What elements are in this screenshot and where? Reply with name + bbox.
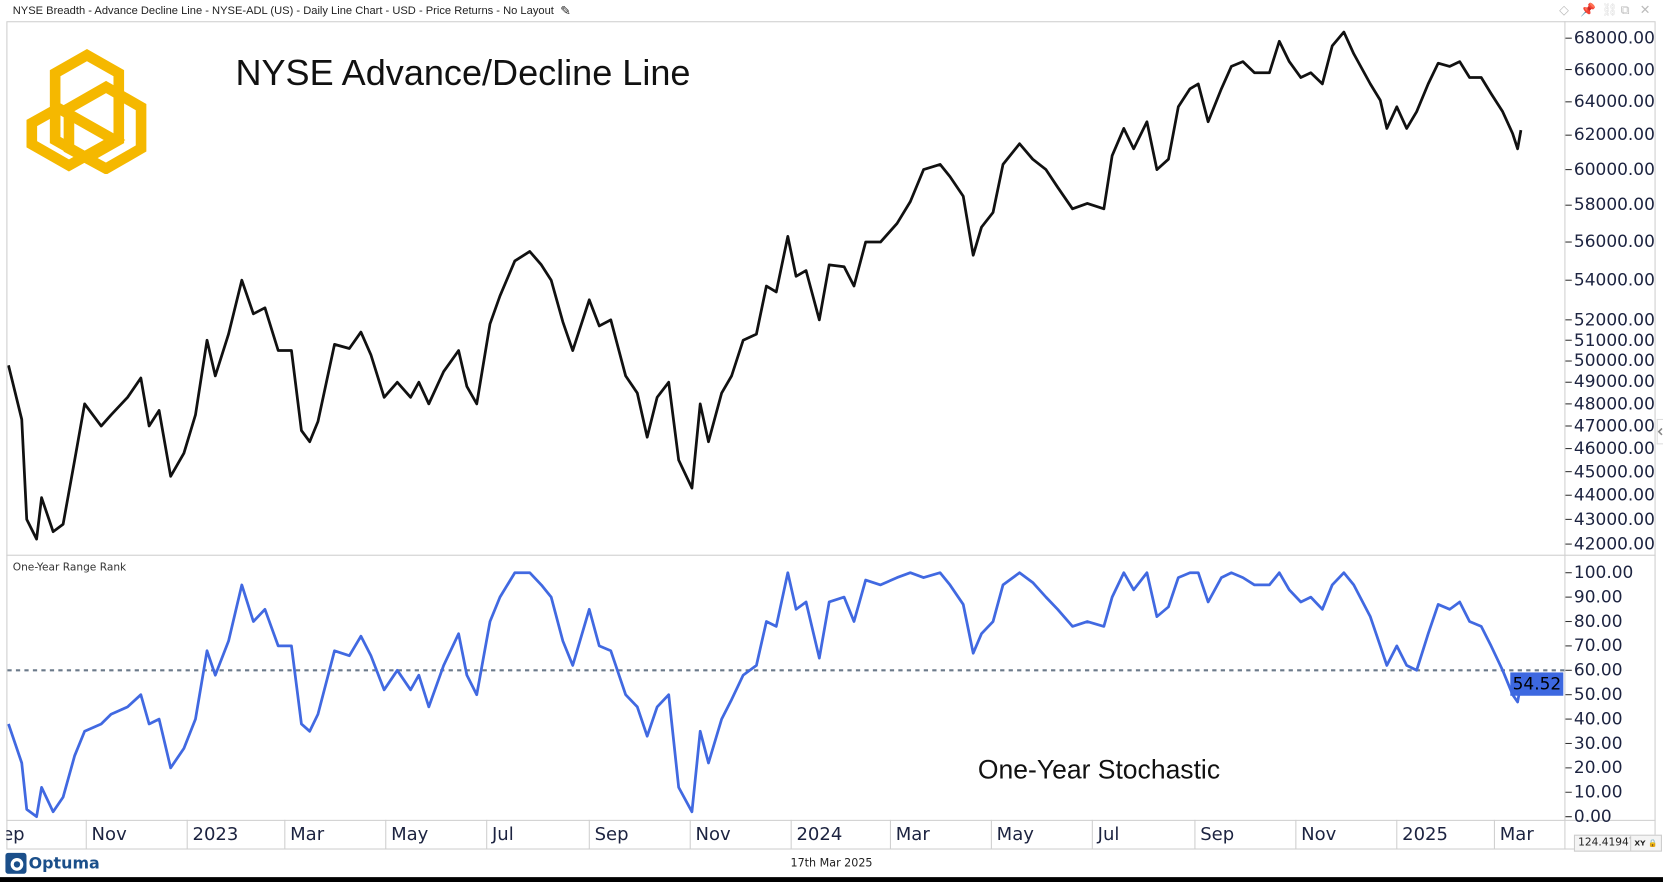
ad-y-tick-label: 49000.00 (1573, 371, 1655, 392)
title-bar: NYSE Breadth - Advance Decline Line - NY… (0, 0, 1663, 21)
chart-title: NYSE Advance/Decline Line (235, 53, 691, 94)
diamond-icon[interactable]: ◇ (1559, 2, 1569, 17)
x-tick-label: Jul (491, 824, 514, 846)
logo-hex-right (63, 80, 147, 174)
x-tick-label: Mar (1499, 824, 1534, 846)
x-tick-label: May (996, 824, 1034, 846)
stochastic-y-tick-label: 100.00 (1573, 562, 1634, 583)
x-tick-label: Jul (1097, 824, 1120, 846)
logo-hex-left (26, 102, 126, 172)
x-tick-label: Nov (1301, 824, 1337, 846)
stochastic-y-tick-label: 40.00 (1573, 708, 1623, 729)
ad-y-tick-label: 60000.00 (1573, 158, 1655, 180)
optuma-logo-icon (5, 852, 27, 874)
x-tick-label: Mar (895, 824, 930, 846)
ad-y-tick-label: 52000.00 (1573, 309, 1655, 330)
footer-date: 17th Mar 2025 (790, 856, 873, 870)
ad-y-tick-label: 66000.00 (1573, 58, 1655, 80)
x-tick-label: May (391, 824, 429, 846)
chart-frame (6, 21, 1656, 850)
restore-icon[interactable]: ⧉ (1620, 2, 1630, 17)
ad-y-tick-label: 62000.00 (1573, 124, 1655, 145)
stochastic-series[interactable] (7, 571, 1523, 819)
y-axis-ticks (1565, 37, 1572, 818)
collapse-panel-button[interactable] (1656, 418, 1663, 445)
stochastic-y-tick-label: 60.00 (1573, 659, 1623, 680)
stochastic-y-tick-label: 10.00 (1573, 781, 1623, 802)
cursor-value: 124.41947 (1575, 835, 1632, 851)
ad-y-tick-label: 54000.00 (1573, 269, 1655, 290)
title-row: NYSE Breadth - Advance Decline Line - NY… (13, 3, 571, 18)
company-logo (26, 49, 147, 174)
stochastic-y-tick-label: 90.00 (1573, 586, 1623, 607)
cursor-readout[interactable]: 124.41947 XY 🔒 (1573, 834, 1662, 852)
ad-y-tick-label: 45000.00 (1573, 461, 1655, 482)
ad-line-series[interactable] (7, 30, 1523, 541)
x-gridlines (85, 819, 1495, 850)
pin-icon[interactable]: 📌 (1580, 2, 1597, 17)
stochastic-y-tick-label: 0.00 (1573, 806, 1612, 827)
close-icon[interactable]: ✕ (1639, 2, 1651, 17)
ad-y-tick-label: 44000.00 (1573, 484, 1655, 505)
x-tick-label: Nov (695, 824, 731, 846)
x-axis[interactable]: Sep Nov 2023 Mar May Jul Sep Nov 2024 Mar May Jul Se… (6, 0, 1564, 882)
x-tick-label: Nov (91, 824, 127, 846)
x-tick-label: 2024 (796, 824, 843, 846)
stochastic-title: One-Year Stochastic (977, 755, 1221, 785)
x-tick-label: 2023 (192, 824, 239, 846)
ad-y-tick-label: 56000.00 (1573, 231, 1655, 252)
ad-y-tick-label: 46000.00 (1573, 437, 1655, 459)
xy-lock-icon[interactable]: XY 🔒 (1634, 838, 1658, 848)
window-title: NYSE Breadth - Advance Decline Line - NY… (12, 4, 554, 17)
ad-y-tick-label: 47000.00 (1573, 415, 1655, 436)
ad-y-tick-label: 64000.00 (1573, 91, 1655, 112)
xy-label: XY (1634, 838, 1646, 848)
indicator-panel-label: One-Year Range Rank (12, 562, 127, 574)
brand-name: Optuma (28, 853, 100, 873)
ad-y-tick-label: 58000.00 (1573, 194, 1655, 215)
stochastic-y-tick-label: 70.00 (1573, 635, 1623, 656)
panel-divider[interactable] (6, 554, 1656, 556)
stochastic-y-tick-label: 20.00 (1573, 757, 1623, 778)
ad-y-tick-label: 50000.00 (1573, 350, 1655, 371)
stochastic-y-tick-label: 30.00 (1573, 732, 1623, 754)
x-tick-label: 2025 (1402, 824, 1448, 846)
x-tick-label: Sep (1200, 824, 1235, 846)
optuma-logo: Optuma (5, 852, 100, 874)
ad-y-tick-label: 48000.00 (1573, 393, 1655, 414)
ad-y-tick-label: 51000.00 (1573, 329, 1655, 350)
stochastic-y-tick-label: 50.00 (1573, 684, 1623, 705)
x-tick-label: Mar (290, 824, 325, 846)
stochastic-y-tick-label: 80.00 (1573, 610, 1623, 632)
ad-y-tick-label: 42000.00 (1573, 533, 1655, 554)
last-value-badge: 54.52 (1510, 671, 1564, 696)
chevron-left-icon (1657, 427, 1663, 436)
link-icon[interactable]: ⛓ (1601, 2, 1618, 17)
x-axis-divider (6, 819, 1656, 821)
x-tick-label: Sep (594, 824, 629, 846)
axis-divider (1564, 21, 1566, 850)
ad-y-tick-label: 68000.00 (1573, 27, 1655, 48)
edit-pencil-icon[interactable]: ✎ (560, 3, 571, 19)
x-tick-label: Sep (6, 824, 25, 846)
taskbar-edge (0, 877, 1663, 882)
ad-y-tick-label: 43000.00 (1573, 508, 1655, 529)
